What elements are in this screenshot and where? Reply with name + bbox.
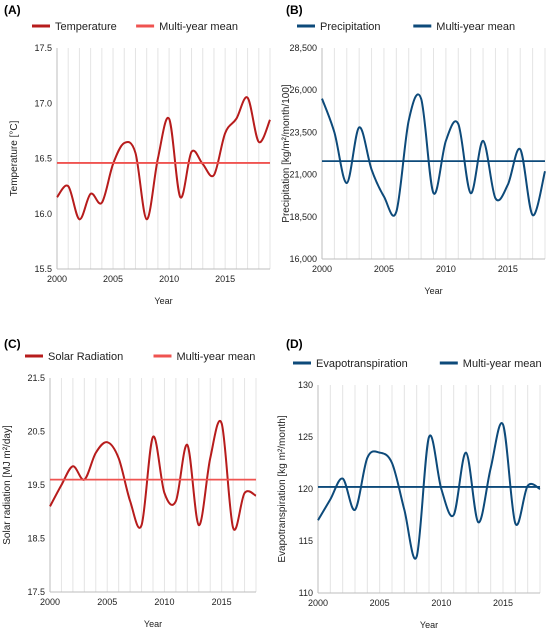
x-tick-label: 2010 <box>431 598 451 608</box>
legend-label: Multi-year mean <box>177 351 256 363</box>
series-line <box>317 422 541 560</box>
x-tick-label: 2015 <box>212 597 232 607</box>
y-tick-label: 125 <box>298 432 313 442</box>
y-tick-label: 16.0 <box>34 209 52 219</box>
y-tick-label: 20.5 <box>27 427 45 437</box>
y-tick-label: 21,000 <box>289 170 317 180</box>
y-tick-label: 19.5 <box>27 480 45 490</box>
y-tick-label: 28,500 <box>289 43 317 53</box>
panel-label: (D) <box>286 337 303 351</box>
x-tick-label: 2000 <box>40 597 60 607</box>
x-tick-label: 2005 <box>97 597 117 607</box>
y-tick-label: 120 <box>298 484 313 494</box>
y-axis-title: Solar radiation [MJ m²/day] <box>2 425 13 545</box>
y-tick-label: 110 <box>299 588 313 598</box>
legend-label: Solar Radiation <box>48 351 123 363</box>
y-tick-label: 115 <box>299 536 313 546</box>
y-tick-label: 18.5 <box>27 534 45 544</box>
y-axis-title: Precipitation [kg/m²/month/100] <box>281 84 292 223</box>
x-tick-label: 2005 <box>370 598 390 608</box>
y-tick-label: 16,000 <box>289 254 317 264</box>
x-axis-title: Year <box>144 619 162 629</box>
chart-panel-2: (C) 2000 2005 2010 2015 17.5 18.5 19.5 20.5 21.5 Y… <box>2 337 257 629</box>
y-axis-title: Evapotranspiration [kg m²/month] <box>277 415 288 563</box>
chart-panel-1: (B) 2000 2005 2010 2015 16,000 18,500 21,000 23,… <box>281 3 546 296</box>
x-tick-label: 2000 <box>312 264 332 274</box>
y-tick-label: 23,500 <box>289 127 317 137</box>
legend-label: Multi-year mean <box>159 21 238 33</box>
x-tick-label: 2005 <box>374 264 394 274</box>
x-axis-title: Year <box>154 296 172 306</box>
legend-label: Temperature <box>55 21 117 33</box>
x-tick-label: 2015 <box>498 264 518 274</box>
series-line <box>49 419 257 531</box>
x-tick-label: 2010 <box>154 597 174 607</box>
chart-panel-3: (D) 2000 2005 2010 2015 110 115 120 125 130 Year Ev… <box>277 337 542 630</box>
x-tick-label: 2015 <box>493 598 513 608</box>
x-tick-label: 2015 <box>215 274 235 284</box>
y-tick-label: 17.0 <box>34 98 52 108</box>
y-tick-label: 130 <box>298 380 313 390</box>
x-tick-label: 2000 <box>47 274 67 284</box>
x-axis-title: Year <box>420 620 438 630</box>
panel-label: (A) <box>4 3 21 17</box>
x-tick-label: 2010 <box>159 274 179 284</box>
y-tick-label: 15.5 <box>34 264 52 274</box>
panel-label: (B) <box>286 3 303 17</box>
y-tick-label: 21.5 <box>27 373 45 383</box>
x-tick-label: 2005 <box>103 274 123 284</box>
legend-label: Multi-year mean <box>436 21 515 33</box>
x-axis-title: Year <box>424 286 442 296</box>
y-tick-label: 16.5 <box>34 154 52 164</box>
panel-label: (C) <box>4 337 21 351</box>
x-tick-label: 2010 <box>436 264 456 274</box>
plot-area <box>57 48 270 269</box>
y-tick-label: 18,500 <box>289 212 317 222</box>
y-tick-label: 17.5 <box>27 587 45 597</box>
legend-label: Multi-year mean <box>463 358 542 370</box>
series-line <box>56 96 271 221</box>
legend-label: Evapotranspiration <box>316 358 408 370</box>
legend-label: Precipitation <box>320 21 381 33</box>
chart-panel-0: (A) 2000 2005 2010 2015 15.5 16.0 16.5 17.0 17.5 Y… <box>4 3 271 306</box>
y-tick-label: 26,000 <box>289 85 317 95</box>
x-tick-label: 2000 <box>308 598 328 608</box>
y-tick-label: 17.5 <box>34 43 52 53</box>
y-axis-title: Temperature [°C] <box>9 120 20 196</box>
